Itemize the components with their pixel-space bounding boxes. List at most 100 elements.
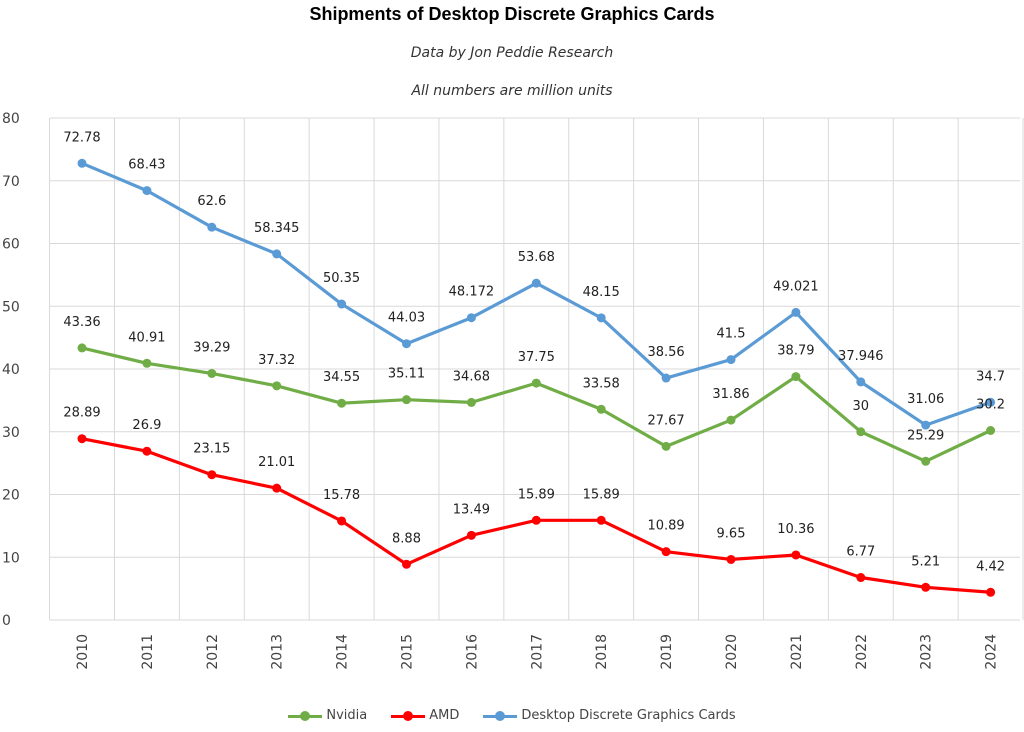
data-label: 48.15 (583, 285, 620, 300)
data-label: 35.11 (388, 367, 425, 382)
data-label: 68.43 (128, 158, 165, 173)
legend-item: AMD (391, 708, 459, 723)
x-tick-label: 2021 (789, 634, 805, 670)
y-tick-label: 20 (2, 488, 20, 504)
x-axis: 2010 2011 2012 2013 2014 2015 2016 2017 2018 2019… (75, 634, 1000, 670)
legend-label: Nvidia (326, 708, 368, 723)
data-point (921, 456, 931, 466)
data-point (531, 515, 541, 525)
data-label: 62.6 (197, 194, 226, 209)
data-labels: 43.36 40.91 39.29 37.32 34.55 35.11 34.68 37.75… (63, 130, 1005, 574)
data-point (77, 158, 87, 168)
x-tick-label: 2020 (724, 634, 740, 670)
data-label: 34.68 (453, 369, 490, 384)
data-label: 48.172 (449, 285, 495, 300)
data-point (661, 441, 671, 451)
data-label: 8.88 (392, 531, 421, 546)
data-label: 31.06 (907, 392, 944, 407)
data-label: 15.78 (323, 488, 360, 503)
legend-item: Nvidia (288, 708, 367, 723)
data-label: 39.29 (193, 340, 230, 355)
data-point (531, 378, 541, 388)
data-label: 26.9 (132, 418, 161, 433)
x-tick-label: 2022 (854, 634, 870, 670)
data-point (856, 573, 866, 583)
data-point (466, 313, 476, 323)
x-tick-label: 2010 (75, 634, 91, 670)
legend-swatch (483, 710, 518, 722)
data-label: 9.65 (717, 526, 746, 541)
data-label: 44.03 (388, 311, 425, 326)
data-point (466, 530, 476, 540)
data-point (856, 427, 866, 437)
data-point (596, 515, 606, 525)
data-point (726, 554, 736, 564)
data-point (142, 446, 152, 456)
data-point (986, 587, 996, 597)
x-tick-label: 2018 (594, 634, 610, 670)
data-label: 37.75 (518, 350, 555, 365)
series-layer (77, 158, 996, 597)
data-label: 23.15 (193, 442, 230, 457)
data-label: 28.89 (63, 406, 100, 421)
data-label: 40.91 (128, 330, 165, 345)
data-label: 10.89 (647, 519, 684, 534)
series-line (81, 437, 991, 594)
grid (49, 117, 1024, 621)
data-label: 34.7 (976, 369, 1005, 384)
data-label: 53.68 (518, 250, 555, 265)
legend-label: AMD (429, 708, 460, 723)
data-label: 30.2 (976, 397, 1005, 412)
data-point (921, 582, 931, 592)
data-label: 49.021 (773, 279, 819, 294)
data-label: 5.21 (911, 554, 940, 569)
data-label: 41.5 (717, 327, 746, 342)
data-point (661, 547, 671, 557)
data-point (466, 397, 476, 407)
data-point (402, 395, 411, 405)
data-label: 33.58 (583, 376, 620, 391)
y-tick-label: 80 (2, 111, 20, 127)
legend: Nvidia AMD Desktop Discrete Graphics Cards (0, 708, 1024, 723)
data-point (791, 550, 801, 560)
x-tick-label: 2014 (335, 634, 351, 670)
data-point (337, 299, 347, 309)
data-label: 31.86 (712, 387, 749, 402)
data-label: 38.56 (647, 345, 684, 360)
data-point (726, 415, 736, 425)
data-label: 37.946 (838, 349, 884, 364)
data-point (207, 368, 217, 378)
data-point (142, 186, 152, 196)
data-label: 25.29 (907, 428, 944, 443)
data-point (77, 434, 87, 444)
data-label: 58.345 (254, 221, 300, 236)
data-label: 15.89 (518, 487, 555, 502)
data-label: 50.35 (323, 271, 360, 286)
x-tick-label: 2011 (140, 634, 156, 670)
legend-swatch (288, 710, 323, 722)
legend-swatch (391, 710, 426, 722)
data-point (726, 355, 736, 365)
data-label: 72.78 (63, 130, 100, 145)
data-point (986, 425, 996, 435)
data-point (402, 339, 411, 349)
x-tick-label: 2017 (529, 634, 545, 670)
data-point (337, 516, 347, 526)
y-axis: 0 10 20 30 40 50 60 70 80 (2, 111, 20, 629)
data-point (402, 559, 411, 569)
data-point (856, 377, 866, 387)
data-point (77, 343, 87, 353)
y-tick-label: 70 (2, 174, 20, 190)
data-label: 21.01 (258, 455, 295, 470)
data-label: 6.77 (846, 545, 875, 560)
data-point (272, 249, 282, 259)
y-tick-label: 40 (2, 362, 20, 378)
legend-label: Desktop Discrete Graphics Cards (521, 708, 736, 723)
x-tick-label: 2015 (400, 634, 416, 670)
data-point (921, 420, 931, 430)
data-point (986, 397, 996, 407)
x-tick-label: 2024 (984, 634, 1000, 670)
x-tick-label: 2016 (464, 634, 480, 670)
data-label: 13.49 (453, 502, 490, 517)
